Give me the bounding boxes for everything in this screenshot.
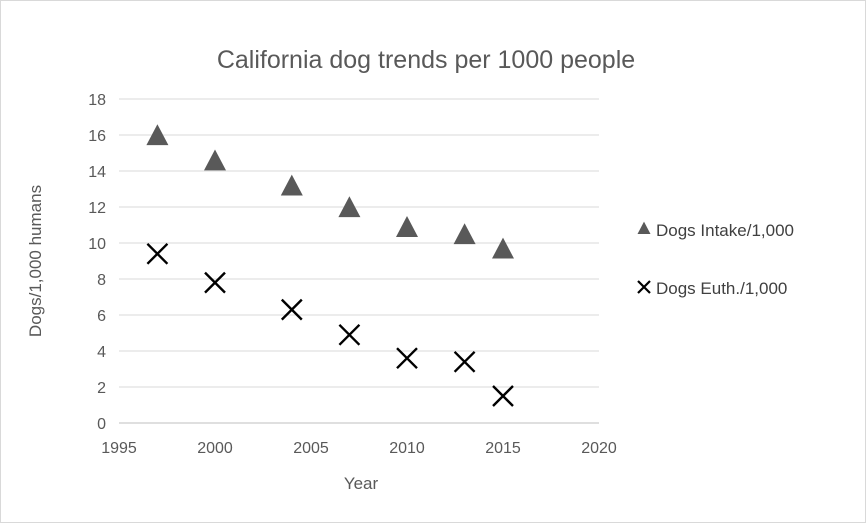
euthanasia-point [492, 385, 514, 407]
legend-entry-label: Dogs Euth./1,000 [656, 279, 787, 298]
x-tick-label: 2010 [389, 440, 425, 457]
y-axis-title: Dogs/1,000 humans [26, 185, 45, 337]
gridlines [119, 98, 599, 424]
data-points [146, 124, 514, 407]
y-tick-label: 4 [97, 344, 106, 361]
x-tick-label: 1995 [101, 440, 137, 457]
y-tick-label: 8 [97, 272, 106, 289]
y-tick-label: 16 [88, 128, 106, 145]
intake-point [453, 223, 476, 245]
legend: Dogs Intake/1,000 Dogs Euth./1,000 [637, 221, 794, 298]
intake-point [396, 216, 418, 237]
intake-point [280, 174, 303, 196]
intake-point [146, 124, 169, 146]
euthanasia-point [280, 298, 303, 321]
intake-point [338, 196, 361, 218]
x-tick-label: 2015 [485, 440, 521, 457]
intake-point [204, 149, 226, 171]
euthanasia-point [453, 350, 476, 373]
y-tick-label: 6 [97, 308, 106, 325]
y-tick-label: 0 [97, 416, 106, 433]
euthanasia-point [204, 271, 226, 294]
legend-x-icon [637, 280, 651, 294]
euthanasia-point [396, 347, 418, 370]
y-tick-label: 10 [88, 236, 106, 253]
y-tick-label: 12 [88, 200, 106, 217]
euthanasia-point [146, 242, 169, 265]
x-axis-ticks: 1995 2000 2005 2010 2015 2020 [101, 440, 617, 457]
y-axis-ticks: 0 2 4 6 8 10 12 14 16 18 [88, 92, 106, 433]
x-tick-label: 2005 [293, 440, 329, 457]
x-tick-label: 2020 [581, 440, 617, 457]
intake-point [492, 237, 514, 259]
x-tick-label: 2000 [197, 440, 233, 457]
y-tick-label: 18 [88, 92, 106, 109]
chart-title: California dog trends per 1000 people [217, 46, 635, 74]
legend-triangle-icon [637, 221, 651, 234]
euthanasia-point [338, 323, 361, 346]
legend-entry-label: Dogs Intake/1,000 [656, 221, 794, 240]
y-tick-label: 2 [97, 380, 106, 397]
x-axis-title: Year [344, 474, 379, 493]
y-tick-label: 14 [88, 164, 106, 181]
